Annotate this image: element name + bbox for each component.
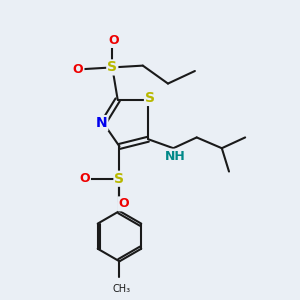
Text: O: O — [79, 172, 90, 185]
Text: S: S — [145, 91, 155, 105]
Text: CH₃: CH₃ — [112, 284, 130, 294]
Text: S: S — [115, 172, 124, 186]
Text: O: O — [118, 197, 129, 210]
Text: S: S — [107, 60, 117, 74]
Text: O: O — [73, 63, 83, 76]
Text: O: O — [109, 34, 119, 47]
Text: N: N — [96, 116, 107, 130]
Text: NH: NH — [165, 150, 185, 163]
